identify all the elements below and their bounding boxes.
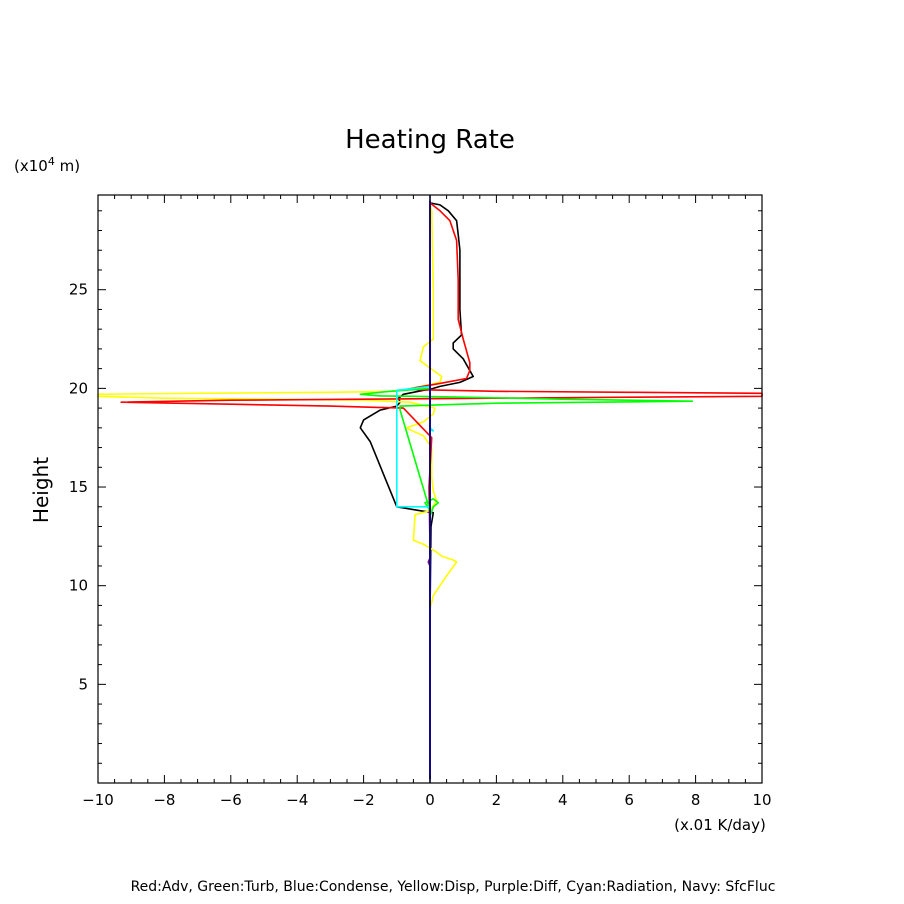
plot-frame — [97, 194, 763, 784]
x-tick-label: −8 — [153, 791, 175, 809]
x-tick-label: 8 — [691, 791, 701, 809]
y-axis-unit-base: (x10 — [14, 157, 48, 175]
y-tick-label: 10 — [69, 577, 88, 595]
series-line-1 — [97, 202, 458, 780]
x-tick-label: 0 — [425, 791, 435, 809]
x-axis-unit: (x.01 K/day) — [674, 816, 766, 834]
y-tick-label: 5 — [78, 675, 88, 693]
series-line-3 — [359, 387, 694, 780]
y-tick-label: 20 — [69, 379, 88, 397]
series-legend-note: Red:Adv, Green:Turb, Blue:Condense, Yell… — [131, 879, 776, 895]
ticks-layer: −10 −8 −6 −4 −2 0 2 4 6 8 10 5 10 15 20 25 — [69, 195, 772, 809]
x-tick-label: −4 — [286, 791, 308, 809]
x-tick-label: −10 — [82, 791, 114, 809]
x-tick-label: 10 — [752, 791, 771, 809]
y-axis-unit-tail: m) — [55, 157, 80, 175]
y-tick-label: 25 — [69, 281, 88, 299]
series-line-0 — [359, 202, 475, 780]
x-tick-label: 4 — [558, 791, 568, 809]
x-tick-label: 6 — [624, 791, 634, 809]
series-line-2 — [120, 202, 763, 780]
x-tick-label: −6 — [220, 791, 242, 809]
x-tick-label: 2 — [492, 791, 502, 809]
series-line-4 — [395, 385, 435, 780]
x-tick-label: −2 — [353, 791, 375, 809]
chart-title: Heating Rate — [345, 125, 515, 155]
y-axis-unit-exponent: 4 — [48, 155, 55, 168]
series-layer — [97, 195, 763, 783]
y-tick-label: 15 — [69, 478, 88, 496]
y-axis-unit: (x104 m) — [14, 155, 80, 175]
y-axis-label: Height — [29, 457, 53, 523]
